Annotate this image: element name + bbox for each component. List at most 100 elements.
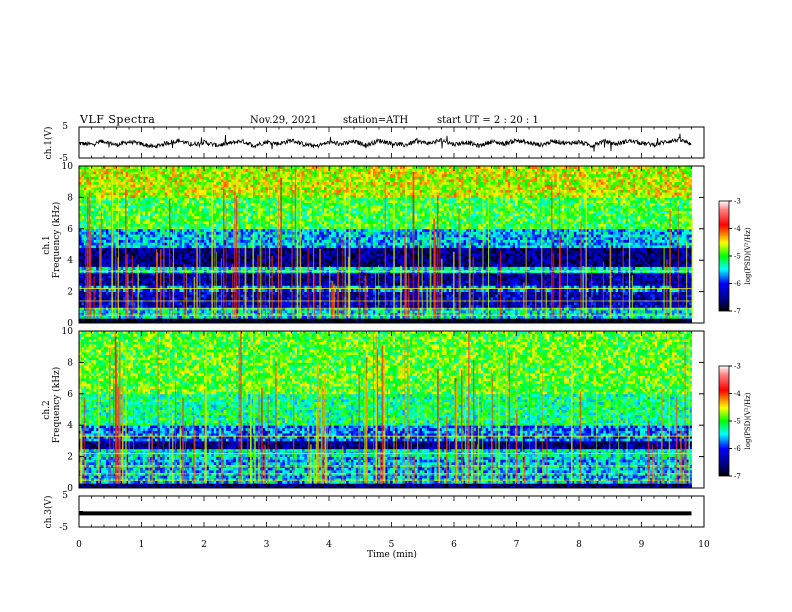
ch1-spectrogram-cell [179, 275, 182, 278]
ch1-spectrogram-cell [518, 280, 521, 283]
ch1-spectrogram-cell [576, 278, 579, 281]
ch1-spectrogram-cell [527, 288, 530, 292]
ch1-spectrogram-cell [647, 273, 650, 276]
ch1-spectrogram-cell [571, 305, 574, 308]
ch1-spectrogram-cell [594, 273, 597, 276]
ch1-spectrogram-cell [564, 283, 567, 286]
ch1-spectrogram-cell [143, 310, 146, 313]
ch1-spectrogram-cell [562, 283, 565, 286]
ch1-spectrogram-cell [104, 283, 107, 286]
ch1-spectrogram-cell [209, 292, 212, 295]
ch1-spectrogram-cell [153, 310, 156, 313]
ch1-spectrogram-cell [248, 316, 251, 319]
ch1-spectrogram-cell [522, 278, 525, 281]
ch1-spectrogram-cell [241, 273, 244, 276]
ch1-spectrogram-cell [647, 275, 650, 278]
ch1-spectrogram-cell [302, 278, 305, 281]
ch1-spectrogram-cell [576, 310, 579, 313]
ch1-spectrogram-cell [674, 294, 677, 297]
ch1-spectrogram-cell [339, 273, 342, 276]
ch1-spectrogram-cell [133, 302, 136, 305]
ch1-spectrogram-cell [221, 318, 224, 321]
ch1-spectrogram-cell [645, 288, 648, 292]
ch1-spectrogram-cell [569, 278, 572, 281]
ch1-spectrogram-cell [537, 310, 540, 313]
ch1-spectrogram-cell [390, 292, 393, 295]
ch1-spectrogram-cell [177, 305, 180, 308]
ch1-spectrogram-cell [179, 316, 182, 319]
ch1-spectrogram-cell [537, 292, 540, 295]
ch1-spectrogram-cell [657, 305, 660, 308]
ch1-spectrogram-cell [638, 310, 641, 313]
ch1-spectrogram-cell [285, 294, 288, 297]
ch1-spectrogram-cell [483, 305, 486, 308]
ch1-spectrogram-cell [390, 283, 393, 286]
ch1-spectrogram-cell [108, 316, 111, 319]
ch1-spectrogram-cell [81, 283, 84, 286]
ch1-spectrogram-cell [618, 305, 621, 308]
ch1-spectrogram-cell [373, 318, 376, 321]
ch1-spectrogram-cell [165, 278, 168, 281]
ch1-spectrogram-cell [209, 283, 212, 286]
ch1-spectrogram-cell [393, 318, 396, 321]
ch1-spectrogram-cell [532, 280, 535, 283]
ch1-spectrogram-cell [447, 305, 450, 308]
ch1-spectrogram-cell [251, 318, 254, 321]
ch1-spectrogram-cell [324, 292, 327, 295]
ch1-spectrogram-cell [461, 294, 464, 297]
ch1-spectrogram-cell [491, 305, 494, 308]
ch1-spectrogram-cell [493, 302, 496, 305]
ch1-spectrogram-cell [395, 283, 398, 286]
ch1-spectrogram-cell [449, 316, 452, 319]
ch1-spectrogram-cell [326, 292, 329, 295]
ch1-spectrogram-cell [518, 316, 521, 319]
ch1-spectrogram-cell [273, 310, 276, 313]
ch1-spectrogram-cell [165, 305, 168, 308]
ch1-spectrogram-cell [241, 302, 244, 305]
ch1-spectrogram-cell [334, 280, 337, 283]
ch1-spectrogram-cell [478, 305, 481, 308]
ch1-spectrogram-cell [275, 273, 278, 276]
ch1-spectrogram-cell [532, 302, 535, 305]
ch1-spectrogram-cell [248, 294, 251, 297]
ch1-spectrogram-cell [682, 305, 685, 308]
ch1-spectrogram-cell [520, 316, 523, 319]
ch1-spectrogram-cell [353, 280, 356, 283]
ch1-spectrogram-cell [461, 318, 464, 321]
ch1-spectrogram-cell [464, 294, 467, 297]
ch1-spectrogram-cell [461, 310, 464, 313]
ch1-spectrogram-cell [537, 318, 540, 321]
ch1-spectrogram-cell [650, 283, 653, 286]
ch1-spectrogram-cell [508, 302, 511, 305]
ch1-spectrogram-cell [493, 318, 496, 321]
ch1-spectrogram-cell [380, 280, 383, 283]
ch1-spectrogram-cell [282, 275, 285, 278]
ch1-spectrogram-cell [569, 273, 572, 276]
ch1-spectrogram-cell [483, 280, 486, 283]
ch1-spectrogram-cell [569, 288, 572, 292]
ch1-spectrogram-cell [613, 318, 616, 321]
ch1-spectrogram-cell [138, 318, 141, 321]
ch1-spectrogram-cell [351, 310, 354, 313]
ch1-spectrogram-cell [206, 294, 209, 297]
ch1-spectrogram-cell [598, 297, 601, 300]
ch1-spectrogram-cell [319, 318, 322, 321]
ch1-spectrogram-cell [106, 292, 109, 295]
ch1-spectrogram-cell [356, 278, 359, 281]
ch1-spectrogram-cell [395, 288, 398, 292]
ch1-spectrogram-cell [476, 318, 479, 321]
ch1-spectrogram-cell [466, 316, 469, 319]
ch1-spectrogram-cell [204, 297, 207, 300]
ch1-spectrogram-cell [121, 318, 124, 321]
ch1-spectrogram-cell [682, 280, 685, 283]
ch1-spectrogram-cell [633, 288, 636, 292]
ch1-spectrogram-cell [640, 288, 643, 292]
ch1-spectrogram-cell [292, 297, 295, 300]
ch1-waveform-trace [79, 134, 691, 152]
ch1-waveform-ytick-label: 5 [62, 122, 68, 132]
ch1-spectrogram-cell [309, 278, 312, 281]
ch1-spectrogram-cell [339, 278, 342, 281]
ch1-spectrogram-cell [153, 280, 156, 283]
ch1-spectrogram-cell [177, 294, 180, 297]
ch1-spectrogram-cell [282, 288, 285, 292]
